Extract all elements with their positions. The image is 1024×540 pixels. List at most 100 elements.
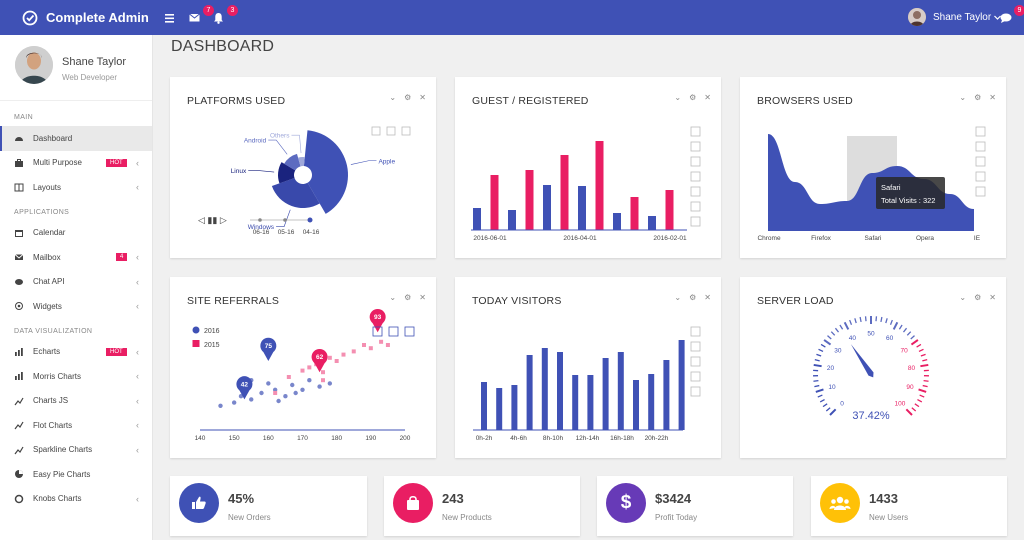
toolbox-icon xyxy=(690,341,701,352)
sidebar-item-knobs-charts[interactable]: Knobs Charts ‹ xyxy=(0,487,152,512)
circle-icon xyxy=(14,494,24,504)
profile-avatar[interactable] xyxy=(15,46,53,84)
close-icon[interactable]: ✕ xyxy=(989,93,996,102)
x-tick: 20h-22h xyxy=(645,435,669,442)
mail-button[interactable]: 7 xyxy=(189,5,214,27)
line-chart-icon xyxy=(14,445,24,455)
scatter-point xyxy=(362,343,366,347)
bar xyxy=(473,208,481,230)
scatter-point xyxy=(249,397,254,402)
toolbox-icon xyxy=(975,186,986,197)
toolbox-icon xyxy=(690,126,701,137)
pie-label: Android xyxy=(244,138,267,145)
sidebar-item-mailbox[interactable]: Mailbox 4 ‹ xyxy=(0,245,152,270)
bar xyxy=(481,382,487,430)
gauge-tick xyxy=(815,388,824,393)
stat-value: 1433 xyxy=(869,491,898,506)
marker-label: 93 xyxy=(374,314,382,321)
scatter-point xyxy=(327,381,333,386)
timeline-label: 04-16 xyxy=(303,229,320,236)
card-title: GUEST / REGISTERED xyxy=(472,95,589,107)
menu-toggle-button[interactable] xyxy=(165,9,183,27)
gauge-needle xyxy=(850,344,874,378)
pie-label: Linux xyxy=(231,168,247,175)
legend-swatch xyxy=(192,340,200,347)
bar xyxy=(595,141,604,230)
referrals-card: SITE REFERRALS ⌄ ⚙ ✕ 140 150 160 170 180 190 200… xyxy=(170,277,436,458)
top-navbar: Complete Admin 7 3 Shane Taylor 9 xyxy=(0,0,1024,35)
gauge-tick xyxy=(917,398,923,403)
user-name: Shane Taylor xyxy=(933,11,992,23)
chevron-down-icon[interactable]: ⌄ xyxy=(389,293,397,302)
gear-icon[interactable]: ⚙ xyxy=(974,93,982,102)
chevron-down-icon[interactable]: ⌄ xyxy=(674,293,682,302)
gauge-tick xyxy=(906,331,912,336)
sidebar-item-echarts[interactable]: Echarts HOT ‹ xyxy=(0,340,152,365)
visitors-card: TODAY VISITORS ⌄ ⚙ ✕ 0h-2h 4h-6h 8h-10h 12h-1… xyxy=(455,277,721,458)
card-title: PLATFORMS USED xyxy=(187,95,286,107)
sidebar-item-dashboard[interactable]: Dashboard xyxy=(0,126,152,151)
sidebar-section-heading: MAIN xyxy=(14,114,34,121)
x-tick: 12h-14h xyxy=(576,435,600,442)
close-icon[interactable]: ✕ xyxy=(419,93,426,102)
bar xyxy=(560,155,569,230)
gear-icon[interactable]: ⚙ xyxy=(689,293,697,302)
gauge-tick xyxy=(819,398,825,403)
sidebar-item-sparkline-charts[interactable]: Sparkline Charts ‹ xyxy=(0,438,152,463)
sidebar-item-morris-charts[interactable]: Morris Charts ‹ xyxy=(0,364,152,389)
gear-icon[interactable]: ⚙ xyxy=(404,93,412,102)
close-icon[interactable]: ✕ xyxy=(704,93,711,102)
gear-icon[interactable]: ⚙ xyxy=(689,93,697,102)
stat-value: 243 xyxy=(442,491,464,506)
pie-label-line xyxy=(291,134,302,154)
sidebar-item-multi-purpose[interactable]: Multi Purpose HOT ‹ xyxy=(0,151,152,176)
toolbox-icon xyxy=(371,126,381,136)
sidebar-item-easy-pie-charts[interactable]: Easy Pie Charts xyxy=(0,462,152,487)
sidebar-item-layouts[interactable]: Layouts ‹ xyxy=(0,175,152,200)
chevron-down-icon[interactable]: ⌄ xyxy=(959,293,967,302)
user-menu[interactable]: Shane Taylor xyxy=(908,8,1002,26)
toolbox-icon xyxy=(690,171,701,182)
chevron-down-icon[interactable]: ⌄ xyxy=(674,93,682,102)
chevron-down-icon[interactable]: ⌄ xyxy=(389,93,397,102)
chat-badge: 9 xyxy=(1014,5,1024,16)
gear-icon[interactable]: ⚙ xyxy=(974,293,982,302)
toolbox-icon xyxy=(401,126,411,136)
brand[interactable]: Complete Admin xyxy=(22,0,149,35)
legend-label: 2015 xyxy=(204,342,220,349)
sidebar-item-label: Knobs Charts xyxy=(33,494,82,504)
gear-icon[interactable]: ⚙ xyxy=(404,293,412,302)
bar xyxy=(541,348,548,430)
scatter-point xyxy=(259,390,264,396)
chevron-down-icon[interactable]: ⌄ xyxy=(959,93,967,102)
x-tick: 16h-18h xyxy=(610,435,634,442)
scatter-point xyxy=(321,378,325,383)
referrals-chart: 140 150 160 170 180 190 200 42 75 62 93 2016 2015 xyxy=(192,308,415,442)
timeline-label: 06-16 xyxy=(253,229,270,236)
bar xyxy=(678,340,685,430)
close-icon[interactable]: ✕ xyxy=(704,293,711,302)
sidebar-item-calendar[interactable]: Calendar xyxy=(0,221,152,246)
x-tick: 180 xyxy=(331,435,342,442)
sidebar-item-label: Sparkline Charts xyxy=(33,445,93,455)
sidebar-item-charts-js[interactable]: Charts JS ‹ xyxy=(0,389,152,414)
gauge-tick xyxy=(919,394,925,398)
sidebar-item-flot-charts[interactable]: Flot Charts ‹ xyxy=(0,413,152,438)
close-icon[interactable]: ✕ xyxy=(989,293,996,302)
gauge-tick xyxy=(910,339,919,346)
gauge-tick xyxy=(922,384,928,388)
chat-button[interactable]: 9 xyxy=(1000,5,1024,27)
bar xyxy=(572,375,579,430)
pie-label: Others xyxy=(270,133,290,140)
sidebar-item-label: Calendar xyxy=(33,228,66,238)
sidebar-item-chat-api[interactable]: Chat API ‹ xyxy=(0,270,152,295)
card-title: BROWSERS USED xyxy=(757,95,853,107)
close-icon[interactable]: ✕ xyxy=(419,293,426,302)
sidebar-item-widgets[interactable]: Widgets ‹ xyxy=(0,294,152,319)
gauge-tick xyxy=(892,321,899,330)
x-tick: Safari xyxy=(865,235,882,242)
toolbox-icon xyxy=(388,326,399,337)
notifications-button[interactable]: 3 xyxy=(213,5,238,27)
gauge-tick xyxy=(916,343,922,348)
chevron-down-icon xyxy=(994,15,1002,20)
